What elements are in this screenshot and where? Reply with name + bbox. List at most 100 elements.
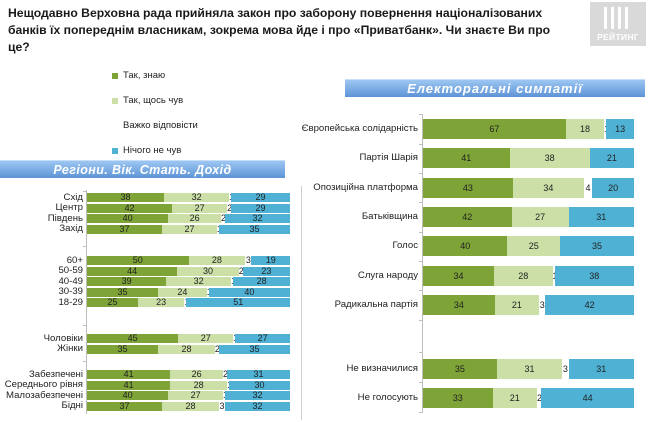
bar-segment: 18 <box>565 119 605 139</box>
bar-segment: 27 <box>162 224 217 234</box>
bar-segment: 35 <box>218 344 290 354</box>
bar-segment: 2 <box>238 265 244 276</box>
bar-segment: 2 <box>220 213 226 224</box>
axis-tick <box>419 290 423 291</box>
row-label: 30-39 <box>58 286 83 298</box>
bar-segment: 34 <box>423 265 495 286</box>
bar-segment: 35 <box>423 359 497 379</box>
bar-segment: 32 <box>164 193 230 202</box>
bar-segment: 29 <box>231 193 290 202</box>
legend-swatch <box>112 123 118 129</box>
bar-segment: 32 <box>166 277 232 287</box>
row-label: Опозиційна платформа <box>313 181 418 193</box>
bar-segment: 35 <box>87 287 159 297</box>
axis-tick <box>419 352 423 353</box>
bar-segment: 40 <box>87 391 169 401</box>
bar-segment: 31 <box>568 206 634 227</box>
bar-segment: 2 <box>214 343 220 354</box>
axis-tick <box>83 246 87 247</box>
bar-segment: 38 <box>554 265 634 286</box>
row-label: Голос <box>392 240 418 252</box>
bar-segment: 2 <box>536 388 542 409</box>
row-label: 18-29 <box>58 296 83 308</box>
bar-segment: 23 <box>137 298 185 308</box>
bar-segment: 3 <box>562 359 569 379</box>
axis-tick <box>419 173 423 174</box>
bar-segment: 28 <box>162 401 219 411</box>
row-label: 50-59 <box>58 265 83 277</box>
bar-segment: 37 <box>87 401 163 411</box>
bar-segment: 41 <box>87 370 171 379</box>
bar-segment: 41 <box>87 380 171 390</box>
logo-bars-icon <box>602 7 632 29</box>
axis-tick <box>419 114 423 115</box>
bar-segment: 35 <box>560 236 634 257</box>
bar-segment: 50 <box>87 256 189 265</box>
row-label: Батьківщина <box>361 210 418 222</box>
axis-tick <box>419 232 423 233</box>
bar-segment: 31 <box>496 359 563 379</box>
bar-segment: 31 <box>568 359 634 379</box>
row-label: Радикальна партія <box>334 298 418 310</box>
bar-segment: 24 <box>158 287 207 297</box>
row-label: Бідні <box>61 400 83 412</box>
axis-tick <box>419 202 423 203</box>
legend-swatch <box>112 73 118 79</box>
bar-segment: 28 <box>233 277 290 287</box>
bar-segment: 32 <box>225 214 290 224</box>
electoral-banner: Електоральні симпатії <box>345 79 645 97</box>
bar-segment: 27 <box>235 334 290 343</box>
bar-segment: 2 <box>223 369 229 379</box>
bar-segment: 3 <box>218 400 226 411</box>
bar-segment: 34 <box>423 294 495 315</box>
row-label: Не визначилися <box>346 363 418 374</box>
bar-segment: 21 <box>589 148 634 169</box>
row-label: Слуга народу <box>357 269 418 281</box>
legend-label: Так, щось чув <box>123 95 184 106</box>
row-label: Схід <box>63 191 83 203</box>
bar-segment: 51 <box>186 298 290 308</box>
bar-segment: 27 <box>172 203 228 213</box>
legend-label: Важко відповісти <box>123 120 198 131</box>
bar-segment: 42 <box>545 294 634 315</box>
bar-segment: 28 <box>188 256 246 265</box>
axis-tick <box>419 261 423 262</box>
axis-tick <box>419 382 423 383</box>
row-label: Жінки <box>57 343 83 355</box>
bar-segment: 43 <box>423 177 513 198</box>
row-label: Партія Шарія <box>359 152 418 164</box>
bar-segment: 27 <box>178 334 234 343</box>
bar-segment: 20 <box>592 177 634 198</box>
bar-segment: 38 <box>87 193 165 202</box>
bar-segment: 67 <box>423 119 566 139</box>
row-label: 40-49 <box>58 275 83 287</box>
panel-divider <box>301 186 302 420</box>
row-label: Захід <box>59 223 83 235</box>
bar-segment: 40 <box>87 214 169 224</box>
row-label: Чоловіки <box>43 332 83 344</box>
category-axis <box>422 114 423 414</box>
row-label: Центр <box>55 202 83 214</box>
row-label: Забезпечені <box>28 368 83 380</box>
bar-segment: 31 <box>227 370 290 379</box>
bar-segment: 23 <box>242 266 290 276</box>
bar-segment: 19 <box>251 256 290 265</box>
bar-segment: 33 <box>423 388 493 409</box>
survey-question: Нещодавно Верховна рада прийняла закон п… <box>8 6 551 54</box>
legend-label: Так, знаю <box>123 70 166 81</box>
bar-segment: 35 <box>218 224 290 234</box>
bar-segment: 37 <box>87 224 163 234</box>
rating-logo: РЕЙТИНГ <box>590 2 646 46</box>
bar-segment: 30 <box>177 266 239 276</box>
legend-swatch <box>112 98 118 104</box>
axis-tick <box>419 412 423 413</box>
row-label: Малозабезпечені <box>6 389 83 401</box>
bar-segment: 29 <box>231 203 290 213</box>
bar-segment: 44 <box>541 388 634 409</box>
axis-tick <box>419 144 423 145</box>
bar-segment: 27 <box>511 206 569 227</box>
bar-segment: 30 <box>229 380 290 390</box>
bar-segment: 26 <box>170 370 223 379</box>
bar-segment: 40 <box>423 236 508 257</box>
bar-segment: 13 <box>606 119 634 139</box>
